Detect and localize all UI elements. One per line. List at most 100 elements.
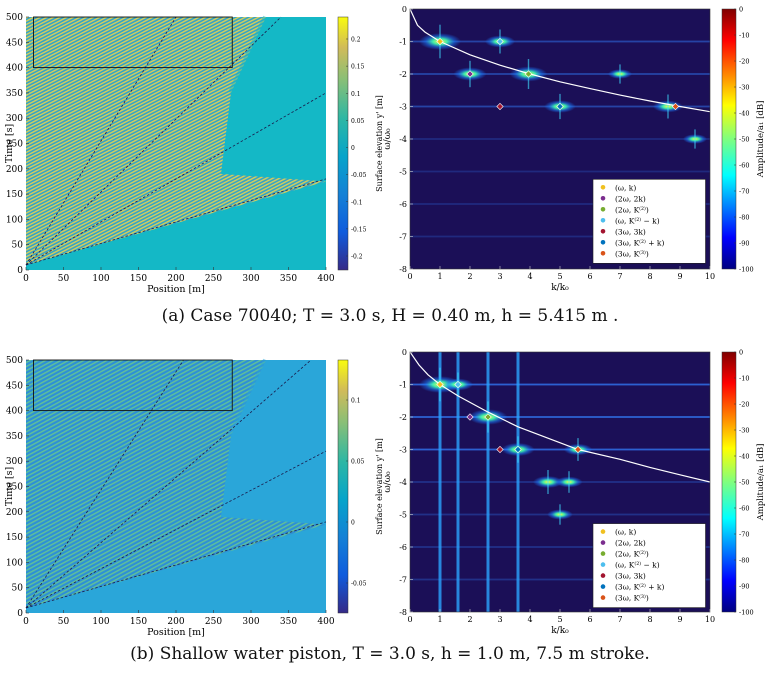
harmonic-band-6 [410, 203, 710, 205]
wave-field [26, 360, 326, 608]
legend-marker-5 [556, 102, 564, 111]
legend-entry-6: (3ω, K⁽³⁾) [615, 249, 649, 258]
highlight-box [33, 359, 233, 412]
colorbar-tick-label: -10 [739, 375, 749, 383]
ray-line-2 [25, 16, 282, 266]
legend-swatch-6 [600, 251, 606, 256]
legend-swatch-2 [600, 207, 606, 212]
harmonic-band-1 [410, 383, 710, 386]
y-tick-label: 0 [17, 609, 23, 619]
y-tick-label: 200 [6, 165, 23, 175]
colorbar-tick-label: -50 [739, 479, 749, 487]
colorbar-tick-label: -80 [739, 214, 749, 222]
legend-entry-1: (2ω, 2k) [615, 539, 646, 548]
colorbar-tick-label: -80 [739, 557, 749, 565]
x-tick-label: 0 [407, 615, 412, 624]
legend-marker-0 [436, 380, 444, 389]
colorbar-tick-label: 0.1 [351, 398, 361, 405]
colorbar-tick-label: -40 [739, 453, 749, 461]
legend-marker-6 [574, 445, 582, 454]
vertical-band-2 [486, 352, 490, 612]
x-tick-label: 100 [92, 617, 109, 627]
legend: (ω, k) (2ω, 2k) (2ω, K⁽²⁾) (ω, K⁽²⁾ − k) (3ω… [592, 179, 706, 264]
x-tick-label: 5 [557, 615, 562, 624]
spectrum-content [410, 9, 710, 238]
x-tick-label: 400 [317, 617, 334, 627]
elevation-colorbar: 0.1 0.05 0 -0.05 Surface elevation y' [m] [337, 359, 384, 614]
x-axis-label: k/k₀ [551, 283, 569, 293]
y-tick-label: -7 [399, 233, 407, 242]
caption-b: (b) Shallow water piston, T = 3.0 s, h =… [130, 644, 650, 664]
legend-marker-1 [466, 70, 474, 78]
legend-marker-1 [466, 413, 474, 421]
x-tick-label: 2 [467, 615, 472, 624]
ray-line-1 [25, 92, 327, 266]
y-tick-label: -8 [399, 608, 407, 617]
y-tick-label: 450 [6, 381, 23, 391]
x-tick-label: 5 [557, 272, 562, 281]
legend-marker-4 [496, 445, 504, 454]
colorbar-label: Amplitude/a₁ [dB] [756, 101, 766, 179]
x-tick-label: 10 [705, 272, 715, 281]
wave-front-edge [228, 15, 269, 95]
x-tick-label: 200 [167, 617, 184, 627]
y-tick-label: -1 [399, 38, 407, 47]
harmonic-band-5 [410, 170, 710, 173]
x-axis-label: Position [m] [147, 284, 205, 295]
colorbar-gradient [337, 359, 349, 614]
legend-box [592, 523, 706, 608]
x-tick-label: 7 [617, 272, 622, 281]
legend-entry-0: (ω, k) [615, 183, 636, 192]
legend-marker-0 [436, 37, 444, 46]
x-tick-label: 9 [677, 615, 682, 624]
wave-field [26, 17, 326, 265]
harmonic-band-7 [410, 235, 710, 238]
colorbar-tick-label: -0.2 [351, 254, 363, 261]
spectrum-plot: 0 1 2 3 4 5 6 7 8 9 10 0 -1 -2 -3 -4 -5 -6 -7 -8 k/k₀ ω/ω₀ (ω,… [383, 348, 715, 636]
harmonic-band-6 [410, 546, 710, 548]
harmonic-band-1 [410, 40, 710, 43]
y-tick-label: 400 [6, 407, 23, 417]
x-tick-label: 3 [497, 272, 502, 281]
y-tick-label: 500 [6, 356, 23, 366]
legend-marker-2 [524, 70, 533, 78]
y-tick-label: 0 [17, 266, 23, 276]
x-tick-label: 3 [497, 615, 502, 624]
colorbar-tick-label: -70 [739, 188, 749, 196]
x-tick-label: 1 [437, 615, 442, 624]
colorbar-tick-label: -10 [739, 32, 749, 40]
legend-entry-6: (3ω, K⁽³⁾) [615, 594, 649, 603]
y-tick-label: 200 [6, 508, 23, 518]
x-tick-label: 300 [242, 274, 259, 284]
y-tick-label: 300 [6, 114, 23, 124]
y-axis-label: Time [s] [4, 467, 15, 506]
amplitude-colorbar: 0 -10 -20 -30 -40 -50 -60 -70 -80 -90 -100 Amplitud… [721, 6, 766, 274]
x-tick-label: 200 [167, 274, 184, 284]
legend-swatch-3 [600, 562, 606, 567]
legend-entry-3: (ω, K⁽²⁾ − k) [615, 216, 660, 225]
legend-marker-3 [454, 380, 462, 389]
x-tick-label: 10 [705, 615, 715, 624]
colorbar-tick-label: 0 [351, 145, 355, 152]
y-tick-label: -3 [399, 103, 407, 112]
x-tick-label: 0 [23, 617, 29, 627]
elevation-colorbar: 0.2 0.15 0.1 0.05 0 -0.05 -0.1 -0.15 -0.2 Surface… [337, 16, 384, 271]
colorbar-tick-label: 0.05 [351, 118, 365, 125]
legend-swatch-1 [600, 540, 606, 545]
colorbar-tick-label: 0 [739, 6, 743, 14]
colorbar-tick-label: -30 [739, 427, 749, 435]
colorbar-tick-label: -40 [739, 110, 749, 118]
y-tick-label: 250 [6, 483, 23, 493]
legend-swatch-2 [600, 551, 606, 556]
vertical-band-1 [456, 352, 460, 612]
y-tick-label: 150 [6, 190, 23, 200]
colorbar-tick-label: -50 [739, 136, 749, 144]
colorbar-tick-label: -0.15 [351, 226, 367, 233]
y-tick-label: -4 [399, 478, 407, 487]
colorbar-gradient [337, 16, 349, 271]
colorbar-tick-label: -0.05 [351, 172, 367, 179]
y-tick-label: 500 [6, 13, 23, 23]
legend-marker-5 [514, 445, 522, 454]
x-tick-label: 6 [587, 272, 592, 281]
colorbar-tick-label: -90 [739, 583, 749, 591]
